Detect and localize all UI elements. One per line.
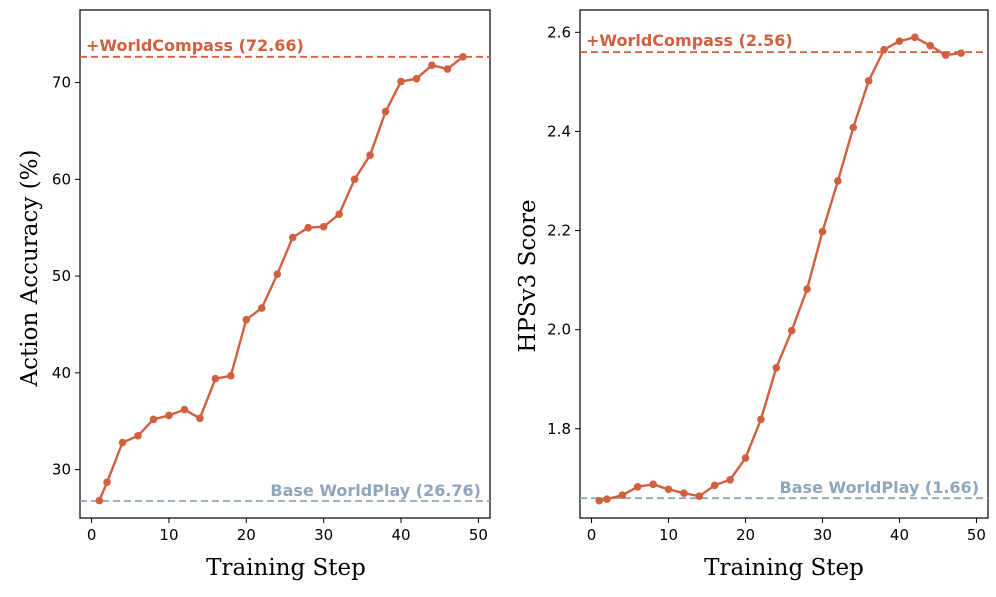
data-point — [818, 227, 827, 236]
data-point — [757, 415, 765, 424]
base-worldplay-reference-label: Base WorldPlay (26.76) — [270, 481, 481, 500]
accuracy-series-points — [95, 53, 467, 505]
data-point — [288, 233, 297, 242]
hpsv3-series-line — [598, 36, 962, 502]
x-ticks: 0 10 20 30 40 50 — [587, 518, 986, 544]
y-tick-label: 70 — [52, 74, 71, 92]
x-tick-label: 30 — [813, 526, 832, 544]
x-tick-label: 50 — [967, 526, 986, 544]
data-point — [443, 65, 452, 73]
x-tick-label: 20 — [736, 526, 755, 544]
data-point — [941, 51, 950, 59]
data-point — [926, 41, 935, 50]
accuracy-series-line — [98, 55, 464, 502]
data-point — [211, 374, 220, 383]
x-axis-title: Training Step — [704, 555, 864, 581]
x-tick-label: 10 — [659, 526, 678, 544]
data-point — [695, 492, 704, 500]
data-point — [772, 364, 781, 372]
x-tick-label: 0 — [587, 526, 597, 544]
data-point — [726, 476, 734, 484]
data-point — [335, 210, 343, 218]
plot-frame — [579, 9, 989, 519]
chart-hpsv3-score: 0 10 20 30 40 50 1.8 2.0 2.2 2.4 2.6 +WorldCompas… — [515, 9, 989, 581]
data-point — [603, 495, 611, 503]
data-point — [149, 415, 158, 424]
worldcompass-reference-label: +WorldCompass (72.66) — [86, 36, 304, 55]
data-point — [242, 315, 251, 324]
y-tick-label: 40 — [52, 364, 71, 382]
y-axis-title: Action Accuracy (%) — [17, 150, 43, 388]
x-ticks: 0 10 20 30 40 50 — [87, 518, 488, 544]
data-point — [381, 107, 390, 116]
hpsv3-series-points — [595, 33, 965, 505]
data-point — [165, 411, 173, 420]
y-tick-label: 1.8 — [547, 420, 571, 438]
data-point — [618, 491, 627, 500]
data-point — [227, 371, 235, 380]
data-point — [350, 175, 359, 184]
x-axis-title: Training Step — [206, 555, 366, 581]
data-point — [803, 285, 811, 293]
data-point — [118, 438, 127, 447]
data-point — [366, 151, 374, 159]
data-point — [180, 405, 189, 414]
data-point — [134, 431, 142, 440]
data-point — [680, 489, 688, 498]
y-tick-label: 2.6 — [547, 23, 571, 41]
data-point — [849, 123, 858, 132]
data-point — [103, 478, 111, 486]
data-point — [257, 304, 266, 312]
y-tick-label: 2.0 — [547, 321, 571, 339]
y-tick-label: 2.4 — [547, 122, 571, 140]
y-tick-label: 30 — [52, 461, 71, 479]
data-point — [319, 222, 328, 231]
data-point — [459, 53, 467, 61]
data-point — [304, 223, 313, 232]
plot-frame — [79, 9, 491, 519]
data-point — [95, 496, 104, 505]
data-point — [741, 454, 750, 462]
data-point — [834, 177, 842, 185]
worldcompass-reference-label: +WorldCompass (2.56) — [586, 31, 793, 50]
x-tick-label: 30 — [314, 526, 333, 544]
y-tick-label: 2.2 — [547, 222, 571, 240]
data-point — [595, 496, 604, 505]
data-point — [196, 414, 204, 423]
data-point — [397, 77, 405, 86]
y-axis-title: HPSv3 Score — [515, 199, 541, 352]
y-tick-label: 60 — [52, 170, 71, 188]
data-point — [412, 74, 421, 83]
data-point — [633, 482, 642, 491]
data-point — [957, 49, 965, 57]
data-point — [880, 45, 888, 54]
data-point — [895, 37, 904, 46]
x-tick-label: 40 — [391, 526, 410, 544]
x-tick-label: 20 — [237, 526, 256, 544]
data-point — [787, 326, 796, 335]
chart-action-accuracy: 0 10 20 30 40 50 30 40 50 60 70 +WorldCompass (72… — [17, 9, 491, 581]
data-point — [273, 270, 282, 278]
data-point — [911, 33, 919, 42]
data-point — [664, 485, 673, 494]
data-point — [428, 61, 436, 69]
x-tick-label: 40 — [890, 526, 909, 544]
base-worldplay-reference-label: Base WorldPlay (1.66) — [780, 478, 979, 497]
x-tick-label: 10 — [159, 526, 178, 544]
data-point — [710, 481, 719, 490]
y-tick-label: 50 — [52, 267, 71, 285]
x-tick-label: 50 — [469, 526, 488, 544]
y-ticks: 30 40 50 60 70 — [52, 74, 80, 479]
data-point — [864, 77, 873, 85]
y-ticks: 1.8 2.0 2.2 2.4 2.6 — [547, 23, 580, 438]
data-point — [649, 480, 657, 489]
x-tick-label: 0 — [87, 526, 97, 544]
